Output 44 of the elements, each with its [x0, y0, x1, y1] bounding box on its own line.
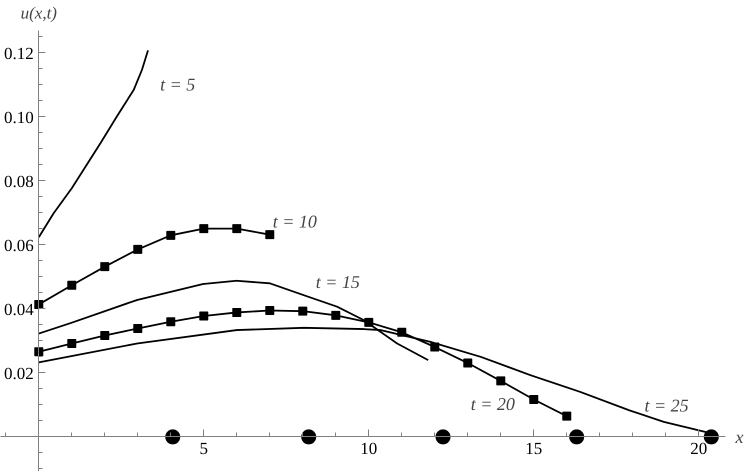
- point: [67, 280, 76, 290]
- x-tick-label: 10: [360, 438, 378, 458]
- y-tick-label: 0.12: [4, 44, 34, 63]
- annotation: t = 10: [272, 212, 317, 232]
- point: [100, 330, 110, 340]
- x-tick-label: 15: [525, 438, 542, 458]
- y-tick-label: 0.10: [4, 108, 34, 127]
- annotation: t = 5: [160, 74, 196, 95]
- point: [364, 318, 374, 327]
- x-tick-label: 20: [690, 438, 708, 458]
- y-tick-label: 0.04: [4, 300, 34, 319]
- point: [562, 412, 572, 421]
- annotation: t = 25: [644, 395, 689, 416]
- point: [166, 230, 176, 240]
- y-axis-title: u(x,t): [20, 4, 58, 22]
- point: [265, 306, 274, 316]
- point: [463, 358, 472, 368]
- point: [166, 317, 176, 326]
- annotation: t = 15: [316, 272, 360, 292]
- point: [67, 338, 76, 348]
- y-tick-label: 0.02: [4, 364, 34, 383]
- point: [165, 429, 180, 444]
- point: [331, 310, 340, 320]
- point: [301, 429, 316, 444]
- point: [100, 262, 110, 272]
- point: [232, 308, 242, 317]
- x-tick-label: 5: [200, 438, 208, 458]
- point: [569, 429, 584, 444]
- point: [436, 429, 451, 444]
- point: [704, 429, 719, 444]
- point: [529, 394, 538, 404]
- point: [199, 311, 208, 320]
- line-series: [38, 49, 149, 238]
- point: [265, 230, 274, 240]
- annotation: t = 20: [470, 394, 515, 414]
- y-tick-label: 0.08: [4, 172, 34, 191]
- point: [496, 376, 506, 386]
- point: [133, 324, 142, 333]
- point: [199, 224, 208, 234]
- point: [232, 224, 242, 234]
- y-tick-label: 0.06: [4, 236, 34, 255]
- point: [298, 306, 308, 316]
- point: [133, 244, 142, 254]
- x-axis-title: x: [734, 426, 744, 447]
